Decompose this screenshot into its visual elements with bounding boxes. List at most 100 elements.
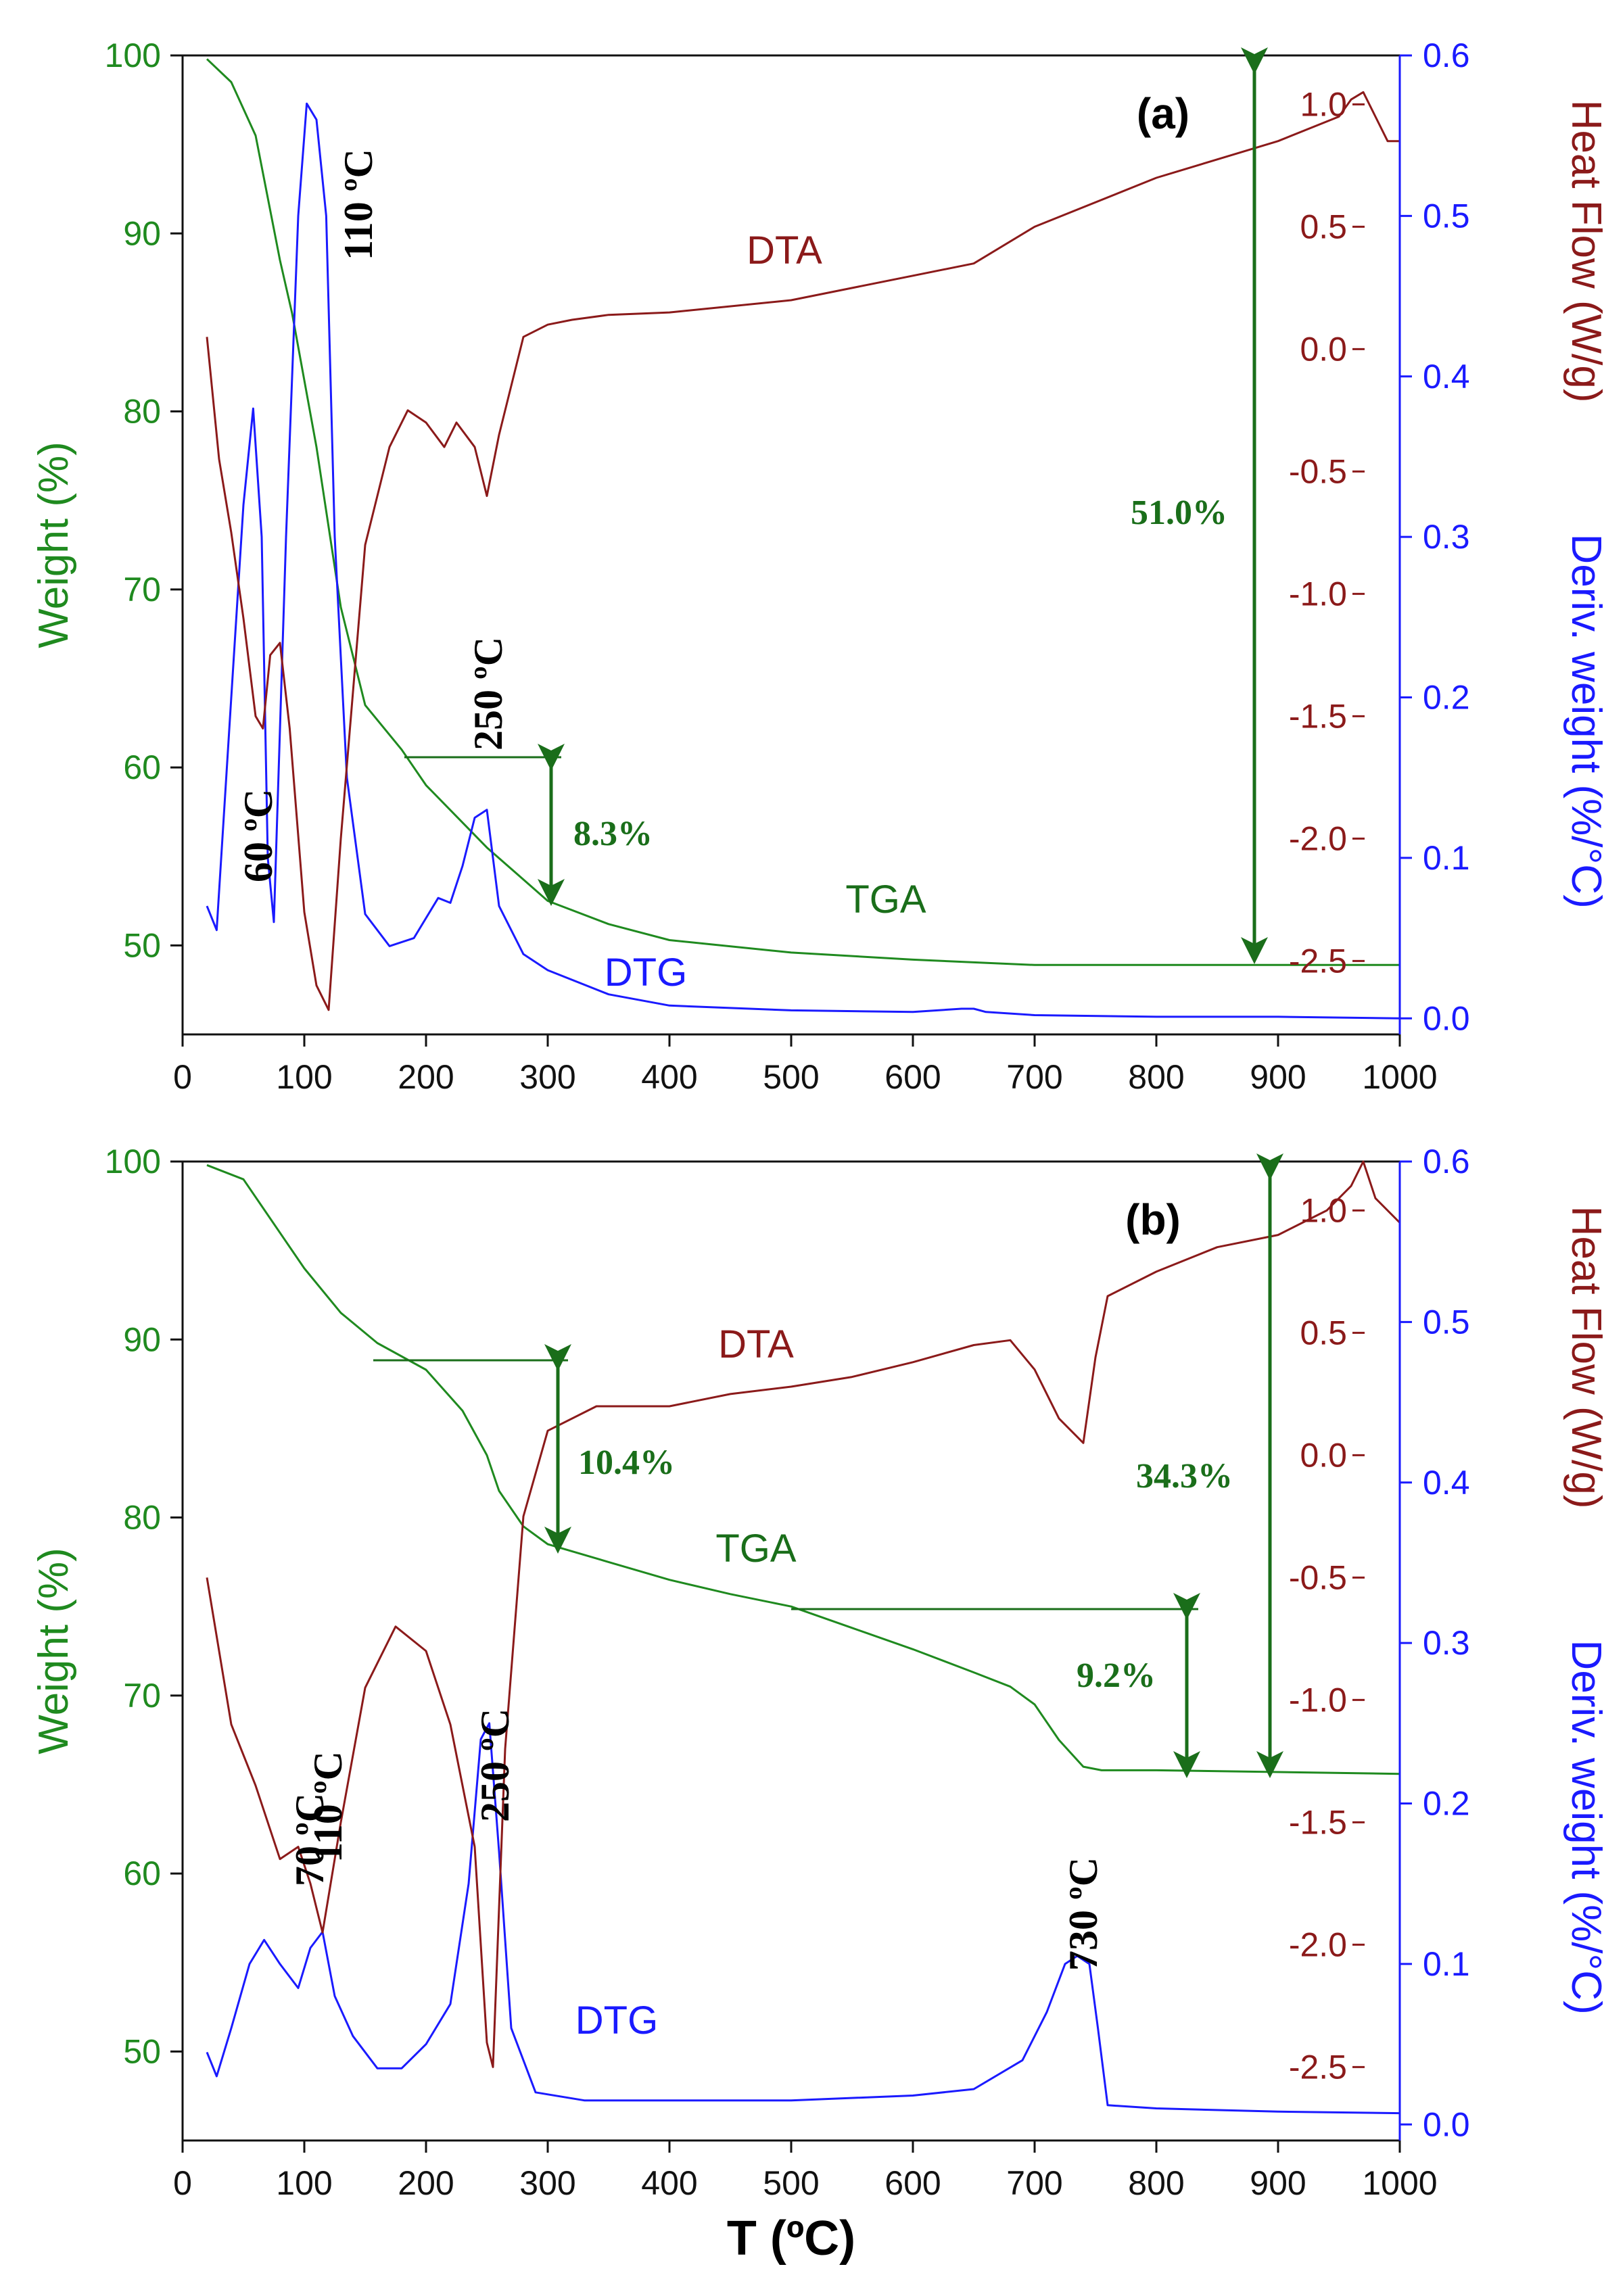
y-right-tick-label: 0.3: [1423, 518, 1470, 556]
x-axis-title: T (ºC): [727, 2211, 855, 2266]
plot-frame: [181, 1160, 1401, 2142]
x-tick-label: 100: [276, 1058, 332, 1096]
y-right-tick-label: 0.6: [1423, 1143, 1470, 1180]
y-left-tick-label: 70: [123, 571, 161, 608]
y-left-tick-label: 50: [123, 2032, 161, 2070]
peak-label-70: 70 ºC: [287, 1793, 332, 1886]
y-left-tick-label: 60: [123, 748, 161, 786]
y-right-tick-label: 0.0: [1423, 2105, 1470, 2143]
peak-label-60: 60 ºC: [236, 789, 281, 882]
series-label-tga: TGA: [715, 1527, 797, 1571]
x-tick-label: 200: [398, 1058, 454, 1096]
series-line-tga: [206, 1164, 1400, 1775]
y-right-tick-label: 0.1: [1423, 839, 1470, 877]
y-right-axis-title: Deriv. weight (%/°C): [1563, 1640, 1604, 2015]
panel-label: (a): [1137, 89, 1189, 138]
x-tick-label: 400: [641, 1058, 697, 1096]
y-right-tick-label: 0.3: [1423, 1624, 1470, 1662]
y-inner-tick-label: 1.0: [1300, 85, 1347, 123]
y-right-tick-label: 0.2: [1423, 679, 1470, 717]
x-tick-label: 0: [173, 1058, 192, 1096]
y-left-axis-title: Weight (%): [30, 1548, 77, 1754]
x-tick-label: 500: [763, 1058, 819, 1096]
y-right-axis-title: Deriv. weight (%/°C): [1563, 534, 1604, 909]
series-line-dtg: [206, 102, 1400, 1020]
y-inner-tick-label: -2.0: [1289, 1926, 1347, 1963]
y-inner-tick-label: -2.5: [1289, 942, 1347, 980]
y-left-tick-label: 50: [123, 926, 161, 964]
y-left-axis-title: Weight (%): [30, 441, 77, 648]
panel-a: 0 100 200 300 400 500 600 700 800 900 1000 50 60 70 80…: [30, 37, 1604, 1096]
x-tick-label: 1000: [1362, 1058, 1437, 1096]
y-inner-tick-label: -0.5: [1289, 452, 1347, 490]
y-inner-tick-label: -0.5: [1289, 1558, 1347, 1596]
y-left-tick-label: 80: [123, 1499, 161, 1537]
x-tick-label: 0: [173, 2164, 192, 2202]
y-right-tick-label: 0.0: [1423, 999, 1470, 1037]
y-inner-tick-label: -2.0: [1289, 819, 1347, 857]
y-inner-tick-label: 0.0: [1300, 1436, 1347, 1474]
mass-loss-label: 34.3%: [1136, 1457, 1233, 1496]
y-inner-tick-label: -2.5: [1289, 2048, 1347, 2086]
y-inner-tick-label: -1.5: [1289, 697, 1347, 735]
y-left-tick-label: 80: [123, 393, 161, 431]
series-label-dtg: DTG: [605, 951, 687, 995]
x-tick-label: 300: [519, 1058, 575, 1096]
x-tick-label: 700: [1006, 2164, 1062, 2202]
y-left-tick-label: 60: [123, 1855, 161, 1892]
y-right-tick-label: 0.6: [1423, 37, 1470, 74]
x-tick-label: 800: [1128, 2164, 1184, 2202]
mass-loss-label: 8.3%: [573, 815, 653, 853]
y-left-tick-label: 100: [105, 37, 161, 74]
series-label-dtg: DTG: [575, 1999, 658, 2042]
x-tick-label: 700: [1006, 1058, 1062, 1096]
y-left-tick-label: 100: [105, 1143, 161, 1180]
panel-b: 0 100 200 300 400 500 600 700 800 900 1000 50 60 70 80…: [30, 1143, 1604, 2266]
y-inner-tick-label: -1.0: [1289, 1681, 1347, 1719]
series-label-tga: TGA: [845, 878, 926, 922]
y-inner-axis-title: Heat Flow (W/g): [1563, 100, 1604, 403]
x-tick-label: 500: [763, 2164, 819, 2202]
y-left-tick-label: 90: [123, 214, 161, 252]
x-tick-label: 200: [398, 2164, 454, 2202]
series-line-tga: [206, 58, 1400, 966]
y-inner-axis-title: Heat Flow (W/g): [1563, 1206, 1604, 1509]
panel-label: (b): [1125, 1195, 1181, 1244]
x-tick-label: 900: [1250, 2164, 1306, 2202]
series-line-dta: [206, 1160, 1401, 2068]
y-inner-tick-label: -1.5: [1289, 1803, 1347, 1841]
series-label-dta: DTA: [747, 229, 822, 272]
x-tick-label: 600: [884, 1058, 941, 1096]
y-right-tick-label: 0.2: [1423, 1785, 1470, 1823]
x-tick-label: 900: [1250, 1058, 1306, 1096]
y-inner-tick-label: 0.5: [1300, 1314, 1347, 1352]
peak-label-250: 250 ºC: [466, 637, 511, 750]
x-tick-label: 600: [884, 2164, 941, 2202]
peak-label-110: 110 ºC: [336, 149, 381, 260]
y-inner-tick-label: -1.0: [1289, 575, 1347, 613]
y-right-tick-label: 0.5: [1423, 1303, 1470, 1341]
y-right-tick-label: 0.4: [1423, 1464, 1470, 1502]
series-label-dta: DTA: [718, 1322, 794, 1366]
y-right-tick-label: 0.1: [1423, 1945, 1470, 1983]
series-line-dta: [206, 91, 1400, 1011]
y-right-tick-label: 0.4: [1423, 358, 1470, 396]
series-line-dtg: [206, 1722, 1400, 2115]
mass-loss-label: 51.0%: [1131, 494, 1227, 532]
x-tick-label: 800: [1128, 1058, 1184, 1096]
y-left-tick-label: 90: [123, 1320, 161, 1358]
mass-loss-label: 9.2%: [1077, 1656, 1156, 1695]
mass-loss-label: 10.4%: [578, 1443, 675, 1482]
peak-label-730: 730 ºC: [1061, 1857, 1106, 1971]
peak-label-250: 250 ºC: [473, 1708, 517, 1822]
x-tick-label: 100: [276, 2164, 332, 2202]
x-tick-label: 400: [641, 2164, 697, 2202]
y-inner-tick-label: 0.5: [1300, 208, 1347, 245]
y-inner-tick-label: 1.0: [1300, 1191, 1347, 1229]
y-left-tick-label: 70: [123, 1677, 161, 1715]
y-right-tick-label: 0.5: [1423, 197, 1470, 235]
y-inner-tick-label: 0.0: [1300, 330, 1347, 368]
x-tick-label: 300: [519, 2164, 575, 2202]
x-tick-label: 1000: [1362, 2164, 1437, 2202]
